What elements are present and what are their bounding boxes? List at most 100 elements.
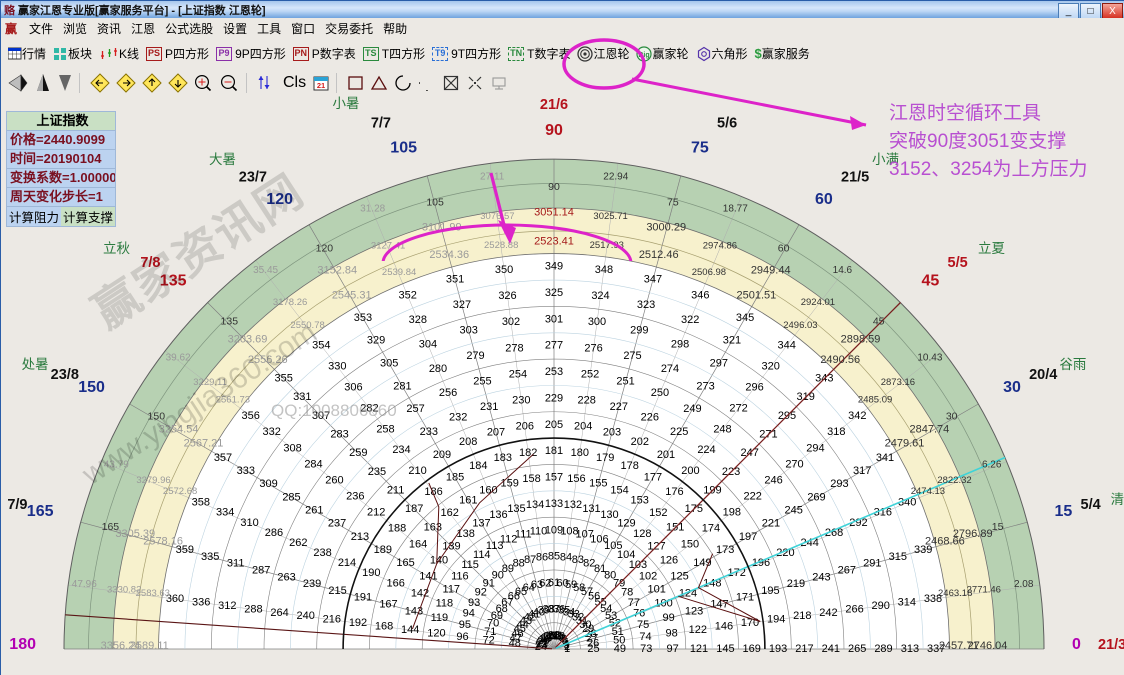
- svg-text:23/8: 23/8: [51, 367, 79, 383]
- svg-text:5/4: 5/4: [1081, 497, 1101, 513]
- svg-text:2.08: 2.08: [1014, 579, 1034, 590]
- svg-text:176: 176: [665, 486, 683, 498]
- svg-text:119: 119: [431, 612, 449, 624]
- svg-text:2523.41: 2523.41: [534, 235, 574, 247]
- svg-text:2479.61: 2479.61: [885, 438, 925, 450]
- svg-text:21: 21: [317, 81, 325, 90]
- svg-text:165: 165: [27, 503, 54, 520]
- svg-text:214: 214: [338, 557, 356, 569]
- svg-text:227: 227: [610, 401, 628, 413]
- svg-text:303: 303: [460, 325, 478, 337]
- svg-text:134: 134: [526, 499, 544, 511]
- svg-text:224: 224: [697, 444, 715, 456]
- svg-text:184: 184: [469, 460, 487, 472]
- svg-text:201: 201: [657, 449, 675, 461]
- svg-text:81: 81: [594, 563, 606, 575]
- svg-text:195: 195: [761, 585, 779, 597]
- svg-text:2589.11: 2589.11: [130, 640, 169, 652]
- svg-text:226: 226: [641, 412, 659, 424]
- svg-text:187: 187: [405, 503, 423, 515]
- svg-text:3203.69: 3203.69: [228, 334, 268, 346]
- svg-text:222: 222: [744, 490, 762, 502]
- svg-text:2490.56: 2490.56: [820, 354, 860, 366]
- svg-text:115: 115: [461, 559, 479, 571]
- svg-text:334: 334: [216, 507, 234, 519]
- svg-text:86: 86: [536, 551, 548, 563]
- svg-text:211: 211: [387, 485, 405, 497]
- svg-text:342: 342: [848, 410, 866, 422]
- svg-text:169: 169: [743, 643, 761, 655]
- svg-text:192: 192: [349, 617, 367, 629]
- svg-text:2822.32: 2822.32: [937, 475, 971, 486]
- svg-text:7/8: 7/8: [140, 255, 160, 271]
- svg-text:105: 105: [426, 196, 444, 208]
- svg-text:198: 198: [723, 507, 741, 519]
- svg-text:210: 210: [408, 465, 426, 477]
- svg-text:75: 75: [667, 196, 679, 208]
- svg-text:125: 125: [670, 570, 688, 582]
- svg-text:355: 355: [275, 373, 293, 385]
- svg-text:324: 324: [591, 290, 609, 302]
- svg-text:22.94: 22.94: [603, 171, 628, 182]
- svg-text:3025.71: 3025.71: [593, 211, 627, 222]
- svg-text:329: 329: [367, 335, 385, 347]
- svg-text:164: 164: [409, 539, 427, 551]
- svg-text:120: 120: [427, 627, 445, 639]
- svg-text:232: 232: [449, 412, 467, 424]
- svg-text:327: 327: [453, 299, 471, 311]
- svg-text:90: 90: [548, 181, 560, 193]
- svg-text:333: 333: [237, 465, 255, 477]
- svg-text:130: 130: [600, 509, 618, 521]
- svg-text:238: 238: [313, 547, 331, 559]
- svg-text:242: 242: [819, 607, 837, 619]
- svg-text:262: 262: [289, 537, 307, 549]
- svg-text:111: 111: [515, 528, 532, 540]
- svg-text:158: 158: [522, 473, 540, 485]
- svg-text:2539.84: 2539.84: [382, 267, 416, 278]
- svg-text:2501.51: 2501.51: [737, 290, 777, 302]
- svg-text:74: 74: [639, 631, 651, 643]
- svg-text:218: 218: [793, 610, 811, 622]
- svg-text:296: 296: [745, 382, 763, 394]
- svg-text:347: 347: [644, 274, 662, 286]
- svg-text:132: 132: [564, 499, 582, 511]
- svg-text:154: 154: [610, 485, 628, 497]
- svg-text:135: 135: [221, 315, 239, 327]
- svg-text:135: 135: [507, 503, 525, 515]
- svg-text:165: 165: [396, 557, 414, 569]
- svg-text:217: 217: [795, 643, 813, 655]
- svg-text:20/4: 20/4: [1029, 367, 1057, 383]
- svg-text:121: 121: [690, 643, 708, 655]
- svg-text:3076.57: 3076.57: [480, 211, 514, 222]
- svg-text:313: 313: [901, 643, 919, 655]
- svg-text:294: 294: [806, 442, 824, 454]
- svg-text:5/6: 5/6: [717, 115, 737, 131]
- svg-text:344: 344: [778, 340, 796, 352]
- svg-text:207: 207: [487, 427, 505, 439]
- svg-text:310: 310: [240, 517, 258, 529]
- svg-text:2924.01: 2924.01: [801, 297, 835, 308]
- svg-text:346: 346: [691, 290, 709, 302]
- svg-text:284: 284: [304, 458, 322, 470]
- svg-text:188: 188: [388, 523, 406, 535]
- svg-text:225: 225: [670, 426, 688, 438]
- svg-text:276: 276: [584, 342, 602, 354]
- svg-text:3000.29: 3000.29: [646, 221, 686, 233]
- svg-text:258: 258: [376, 423, 394, 435]
- svg-text:265: 265: [848, 643, 866, 655]
- svg-text:219: 219: [787, 578, 805, 590]
- svg-text:105: 105: [390, 140, 417, 157]
- svg-text:306: 306: [344, 382, 362, 394]
- svg-text:117: 117: [443, 584, 461, 596]
- svg-text:358: 358: [192, 497, 210, 509]
- svg-text:236: 236: [346, 490, 364, 502]
- svg-text:146: 146: [715, 621, 733, 633]
- svg-text:174: 174: [702, 523, 720, 535]
- svg-text:251: 251: [616, 376, 634, 388]
- svg-text:83: 83: [572, 554, 584, 566]
- svg-text:101: 101: [648, 584, 666, 596]
- svg-text:2847.74: 2847.74: [910, 423, 950, 435]
- svg-text:348: 348: [595, 264, 613, 276]
- svg-text:274: 274: [661, 363, 679, 375]
- svg-text:266: 266: [845, 603, 863, 615]
